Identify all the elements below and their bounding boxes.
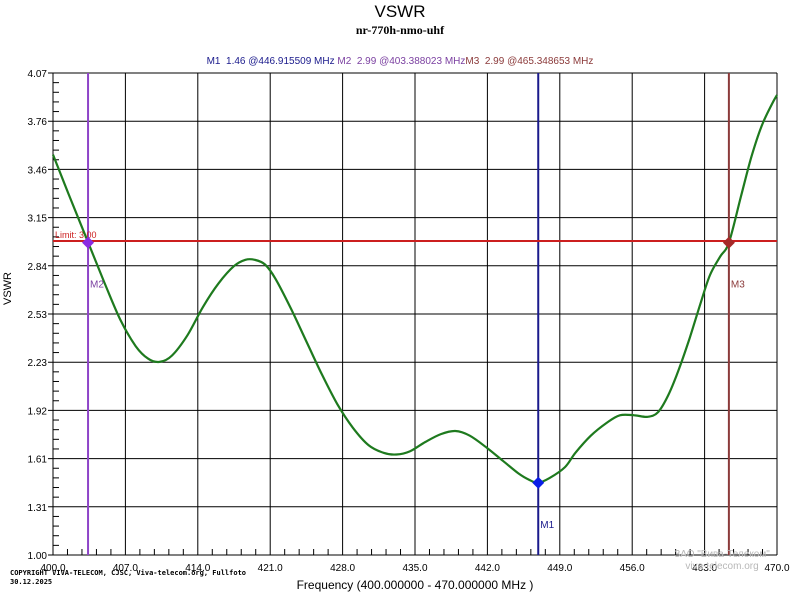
y-tick-label: 1.92 — [28, 406, 48, 417]
y-axis-tick-labels: 4.07 3.76 3.46 3.15 2.84 2.53 2.23 1.92 1.61 1.31… — [28, 69, 48, 562]
limit-label: Limit: 3.00 — [55, 230, 97, 240]
x-axis-tick-labels: 400.0 407.0 414.0 421.0 428.0 435.0 442.0 449.0… — [40, 563, 789, 574]
marker-label-m3: M3 — [731, 280, 745, 291]
copyright-line: COPYRIGHT VIVA-TELECOM, CJSC, Viva-telec… — [10, 569, 247, 577]
y-tick-label: 3.15 — [28, 214, 48, 225]
marker-label-m1: M1 — [540, 520, 554, 531]
y-tick-label: 3.76 — [28, 117, 48, 128]
x-tick-label: 421.0 — [258, 563, 283, 574]
x-tick-label: 428.0 — [330, 563, 355, 574]
marker-readout: M1 1.46 @446.915509 MHz M2 2.99 @403.388… — [0, 56, 800, 67]
marker-diamond-m2[interactable] — [82, 236, 95, 249]
x-tick-label: 449.0 — [547, 563, 572, 574]
x-tick-label: 407.0 — [113, 563, 138, 574]
limit-line: Limit: 3.00 — [53, 230, 777, 242]
marker-readout-m3: M3 2.99 @465.348653 MHz — [465, 56, 594, 67]
y-tick-label: 1.31 — [28, 503, 48, 514]
x-tick-label: 463.0 — [692, 563, 717, 574]
x-tick-label: 400.0 — [40, 563, 65, 574]
y-tick-label: 3.46 — [28, 165, 48, 176]
axis-ticks — [53, 82, 764, 555]
grid-lines — [48, 72, 778, 556]
x-tick-label: 470.0 — [764, 563, 789, 574]
chart-subtitle: nr-770h-nmo-uhf — [355, 23, 445, 37]
marker-diamonds: M1 M2 M3 — [82, 236, 745, 531]
y-tick-label: 1.61 — [28, 455, 48, 466]
y-tick-label: 1.00 — [28, 551, 48, 562]
watermark-url: viva-telecom.org — [685, 561, 759, 572]
y-tick-label: 4.07 — [28, 69, 48, 80]
y-tick-label: 2.84 — [28, 262, 48, 273]
copyright-text: COPYRIGHT VIVA-TELECOM, CJSC, Viva-telec… — [10, 569, 246, 587]
y-tick-label: 2.23 — [28, 358, 48, 369]
watermark-company: ЗАО "Вива-Телеком" — [674, 549, 770, 560]
y-axis-label: VSWR — [2, 272, 14, 305]
marker-readout-m1: M1 1.46 @446.915509 MHz — [206, 56, 335, 67]
chart-title: VSWR — [374, 2, 426, 21]
x-axis-label: Frequency (400.000000 - 470.000000 MHz ) — [296, 578, 534, 592]
x-tick-label: 435.0 — [402, 563, 427, 574]
y-tick-label: 2.53 — [28, 310, 48, 321]
watermark: ЗАО "Вива-Телеком" viva-telecom.org — [672, 549, 772, 573]
copyright-date: 30.12.2025 — [10, 578, 53, 586]
x-tick-label: 456.0 — [620, 563, 645, 574]
marker-diamond-m1[interactable] — [532, 476, 545, 489]
marker-diamond-m3[interactable] — [722, 236, 735, 249]
marker-readout-m2: M2 2.99 @403.388023 MHz — [337, 56, 466, 67]
x-tick-label: 442.0 — [475, 563, 500, 574]
x-tick-label: 414.0 — [185, 563, 210, 574]
vswr-curve — [51, 94, 778, 484]
marker-label-m2: M2 — [90, 280, 104, 291]
marker-lines — [87, 73, 730, 555]
